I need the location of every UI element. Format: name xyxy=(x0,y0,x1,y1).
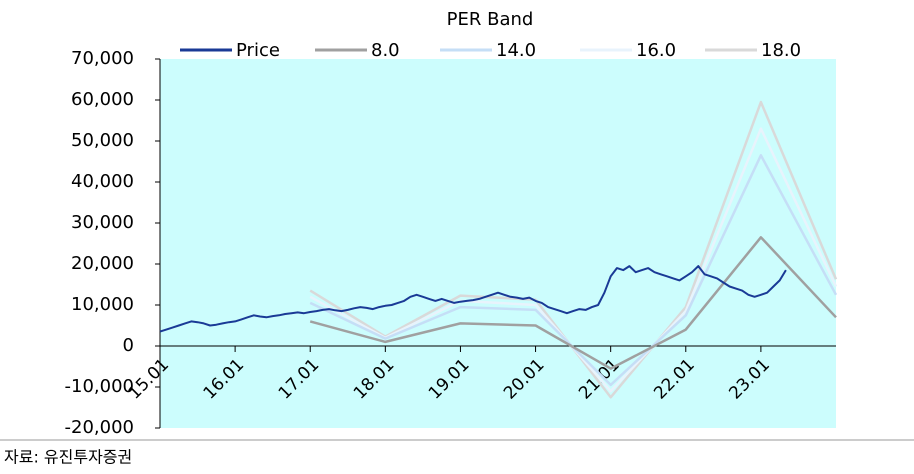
legend-label: 16.0 xyxy=(636,40,676,61)
series-line xyxy=(309,236,837,370)
legend-label: Price xyxy=(236,40,280,61)
y-tick-label: 40,000 xyxy=(71,171,134,192)
source: 자료: 유진투자증권 xyxy=(4,448,132,467)
y-tick-label: 50,000 xyxy=(71,130,134,151)
legend-label: 18.0 xyxy=(761,40,801,61)
y-tick-label: 70,000 xyxy=(71,48,134,69)
y-tick-label: 0 xyxy=(123,335,134,356)
y-tick-label: 30,000 xyxy=(71,212,134,233)
legend-label: 14.0 xyxy=(496,40,536,61)
y-tick-label: -10,000 xyxy=(65,376,134,397)
series-line xyxy=(159,265,787,333)
chart-title: PER Band xyxy=(447,9,534,30)
plot-area xyxy=(160,59,836,428)
y-tick-label: -20,000 xyxy=(65,417,134,438)
y-tick-label: 60,000 xyxy=(71,89,134,110)
legend-label: 8.0 xyxy=(371,40,400,61)
y-tick-label: 20,000 xyxy=(71,253,134,274)
y-tick-label: 10,000 xyxy=(71,294,134,315)
